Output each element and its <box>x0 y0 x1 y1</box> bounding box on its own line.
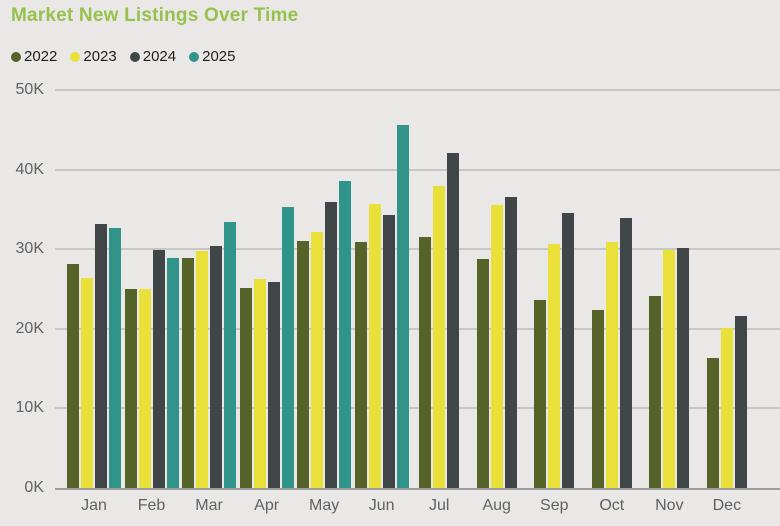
bar-2024-mar[interactable] <box>210 246 223 488</box>
x-tick-label-aug: Aug <box>482 497 511 514</box>
bar-2023-apr[interactable] <box>253 278 266 488</box>
month-group-sep: Sep <box>527 90 581 514</box>
month-group-apr: Apr <box>239 90 294 514</box>
bar-2024-jun[interactable] <box>382 214 395 488</box>
legend-item-2024[interactable]: 2024 <box>129 48 177 65</box>
bar-2023-feb[interactable] <box>138 289 151 488</box>
x-tick-label-oct: Oct <box>599 497 625 514</box>
month-group-feb: Feb <box>124 90 179 514</box>
month-group-nov: Nov <box>642 90 696 514</box>
legend-label: 2023 <box>83 48 117 65</box>
y-tick-label-20K: 20K <box>15 319 44 337</box>
month-group-oct: Oct <box>585 90 639 514</box>
y-tick-label-50K: 50K <box>15 81 44 98</box>
x-tick-label-jan: Jan <box>81 497 107 514</box>
bar-2024-sep[interactable] <box>562 213 575 488</box>
gridline-10K <box>55 407 780 410</box>
bar-2025-apr[interactable] <box>281 207 294 488</box>
gridline-40K <box>55 168 780 171</box>
month-group-jun: Jun <box>354 90 409 514</box>
bar-2025-feb[interactable] <box>166 257 179 488</box>
bar-2022-sep[interactable] <box>534 300 547 488</box>
gridline-30K <box>55 248 780 251</box>
bar-2022-may[interactable] <box>297 241 310 488</box>
legend-item-2023[interactable]: 2023 <box>70 48 117 65</box>
y-tick-label-0K: 0K <box>24 479 44 496</box>
bar-2023-dec[interactable] <box>720 328 733 488</box>
bar-2022-oct[interactable] <box>591 309 604 488</box>
gridline-20K <box>55 327 780 330</box>
x-tick-label-jun: Jun <box>368 497 395 514</box>
bar-2024-nov[interactable] <box>677 248 690 488</box>
x-tick-label-mar: Mar <box>195 497 223 514</box>
bar-2024-jan[interactable] <box>95 223 107 488</box>
x-tick-label-feb: Feb <box>137 497 166 514</box>
bar-2022-jun[interactable] <box>354 242 367 488</box>
bar-2025-mar[interactable] <box>224 222 237 488</box>
bar-2023-jun[interactable] <box>368 203 381 488</box>
month-group-jan: Jan <box>67 90 121 514</box>
bar-2022-nov[interactable] <box>649 296 662 488</box>
bar-2022-aug[interactable] <box>476 258 489 488</box>
x-tick-label-apr: Apr <box>254 497 280 514</box>
month-group-mar: Mar <box>182 90 237 514</box>
legend-swatch-2022 <box>11 51 21 62</box>
bar-2023-nov[interactable] <box>663 250 676 488</box>
x-tick-label-nov: Nov <box>655 497 684 514</box>
x-tick-label-sep: Sep <box>540 497 569 514</box>
bar-2023-sep[interactable] <box>548 243 561 488</box>
bar-2024-feb[interactable] <box>152 250 165 488</box>
month-group-aug: Aug <box>470 90 524 514</box>
y-tick-label-40K: 40K <box>15 160 44 178</box>
bars-container: Jan Feb Mar Apr May Jun Jul Aug Sep Oct Nov Dec <box>55 90 780 514</box>
bar-2022-dec[interactable] <box>706 358 719 488</box>
legend-swatch-2024 <box>129 51 140 62</box>
legend-item-2022[interactable]: 2022 <box>11 48 57 65</box>
bar-2024-oct[interactable] <box>619 218 632 488</box>
bar-2022-feb[interactable] <box>124 289 137 488</box>
bar-2024-aug[interactable] <box>504 196 517 488</box>
bar-2024-apr[interactable] <box>267 281 280 488</box>
legend-swatch-2025 <box>189 51 200 62</box>
y-axis-labels: 0K 10K 20K 30K 40K 50K <box>0 81 44 496</box>
legend-label: 2024 <box>142 48 177 65</box>
legend-swatch-2023 <box>70 51 81 62</box>
plot-area: Jan Feb Mar Apr May Jun Jul Aug Sep Oct Nov Dec <box>55 89 780 514</box>
bar-2024-jul[interactable] <box>447 152 460 488</box>
bar-2022-jan[interactable] <box>67 263 79 488</box>
bar-2023-mar[interactable] <box>196 250 209 488</box>
y-tick-label-10K: 10K <box>15 399 44 417</box>
bar-2023-oct[interactable] <box>605 242 618 488</box>
bar-2023-aug[interactable] <box>490 205 503 488</box>
bar-2022-apr[interactable] <box>239 288 252 488</box>
x-tick-label-may: May <box>309 497 340 514</box>
legend-item-2025[interactable]: 2025 <box>189 48 236 65</box>
gridline-50K <box>55 89 780 91</box>
bar-2024-may[interactable] <box>325 202 338 488</box>
x-tick-label-dec: Dec <box>712 497 742 514</box>
bar-2025-jan[interactable] <box>109 227 121 488</box>
legend: 2022 2023 2024 2025 <box>11 48 236 65</box>
bar-2023-jan[interactable] <box>81 277 93 488</box>
legend-label: 2022 <box>24 48 58 65</box>
month-group-may: May <box>297 90 352 514</box>
bar-2025-jun[interactable] <box>396 125 409 488</box>
bar-2022-jul[interactable] <box>419 237 432 488</box>
month-group-dec: Dec <box>700 90 754 514</box>
bar-2024-dec[interactable] <box>734 316 747 488</box>
bar-2023-may[interactable] <box>311 231 324 488</box>
y-tick-label-30K: 30K <box>15 240 44 258</box>
bar-2025-may[interactable] <box>339 180 352 488</box>
bar-2023-jul[interactable] <box>433 185 446 488</box>
month-group-jul: Jul <box>412 90 466 514</box>
bar-2022-mar[interactable] <box>182 257 195 488</box>
x-tick-label-jul: Jul <box>428 497 450 514</box>
chart-title: Market New Listings Over Time <box>11 5 299 26</box>
legend-label: 2025 <box>202 48 236 65</box>
